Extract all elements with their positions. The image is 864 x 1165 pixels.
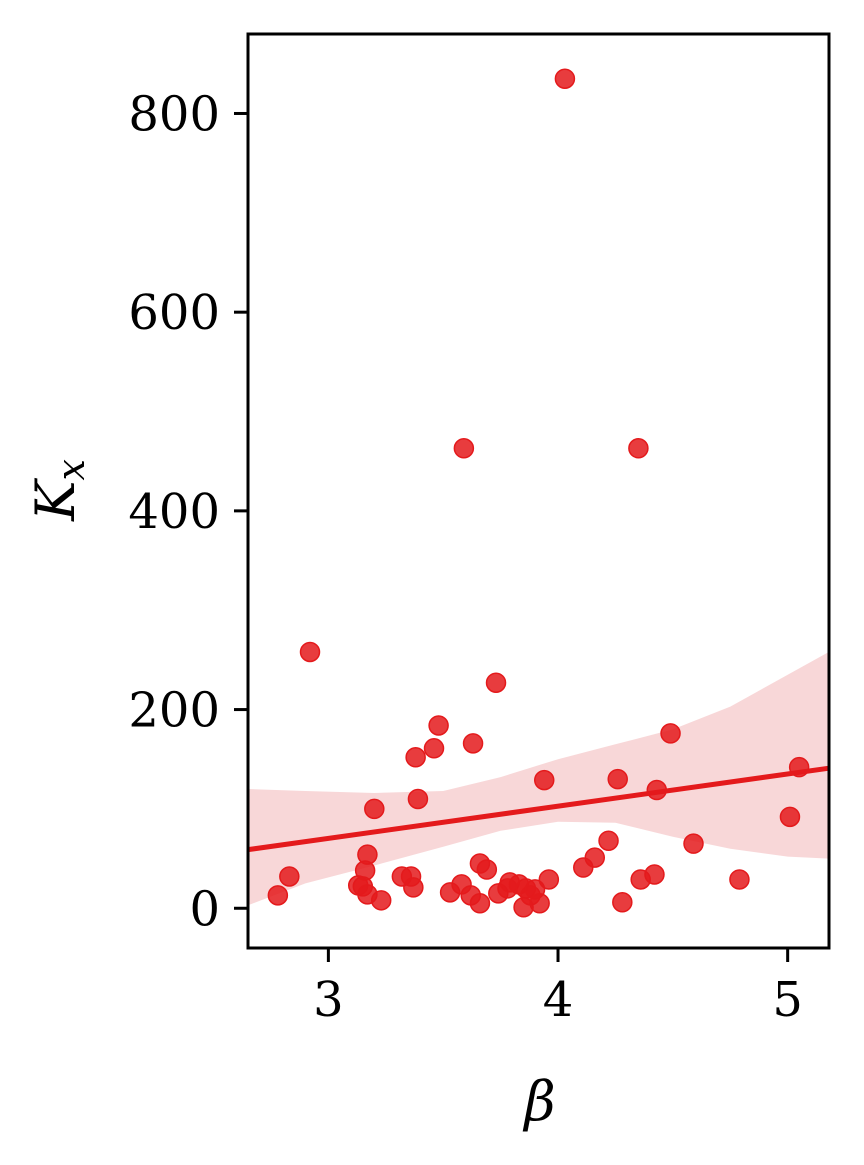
data-point [683, 833, 704, 854]
data-point [299, 641, 321, 663]
y-axis-label: Kx [24, 459, 93, 522]
data-point [428, 715, 449, 736]
data-point [607, 768, 628, 790]
x-tick-label: 5 [772, 972, 803, 1028]
data-point [279, 866, 300, 887]
data-point [538, 869, 560, 890]
data-point [469, 893, 491, 914]
data-point [779, 806, 801, 828]
data-point [533, 769, 555, 791]
y-tick-label: 800 [128, 86, 220, 142]
data-point [485, 672, 507, 693]
data-point [788, 756, 810, 778]
x-tick-label: 4 [543, 972, 574, 1028]
regression-line-layer [247, 765, 830, 853]
data-point [423, 738, 445, 759]
y-axis: 0 200 400 600 800 [128, 86, 248, 937]
data-point [462, 733, 484, 754]
y-axis-label-main: K [24, 478, 87, 522]
y-tick-label: 200 [128, 683, 220, 739]
data-point [405, 747, 426, 768]
x-axis: 3 4 5 [313, 948, 803, 1028]
y-tick-label: 400 [128, 484, 220, 540]
y-tick-label: 0 [189, 881, 220, 937]
data-point [370, 890, 392, 911]
y-axis-label-subscript: x [49, 459, 93, 480]
data-points-layer [267, 68, 810, 918]
regression-line [247, 765, 830, 853]
data-point [644, 864, 665, 885]
plot-frame [246, 32, 831, 950]
data-point [628, 438, 649, 459]
data-point [453, 438, 475, 459]
data-point [598, 830, 619, 851]
data-point [364, 798, 385, 820]
data-point [357, 844, 378, 865]
y-tick-label: 600 [128, 285, 220, 341]
data-point [554, 68, 576, 89]
x-axis-label: β [522, 1070, 555, 1133]
data-point [584, 847, 606, 868]
x-tick-label: 3 [313, 972, 344, 1028]
data-point [729, 869, 750, 890]
data-point [267, 885, 289, 906]
data-point [646, 779, 668, 801]
data-point [612, 892, 633, 913]
data-point [407, 788, 429, 810]
data-point [660, 723, 681, 744]
data-point [529, 893, 550, 914]
data-point [476, 859, 498, 880]
data-point [403, 877, 424, 898]
